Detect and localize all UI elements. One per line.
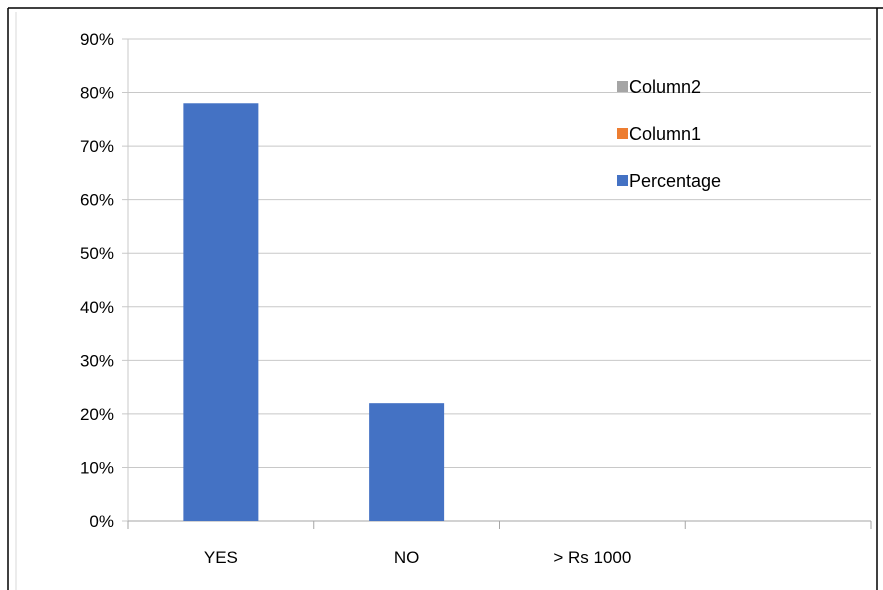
bar [369, 403, 445, 521]
y-tick-label: 0% [89, 512, 114, 531]
legend-swatch [617, 175, 628, 186]
x-tick-label: NO [394, 548, 420, 567]
legend-swatch [617, 81, 628, 92]
legend-label: Column2 [629, 77, 701, 97]
legend-swatch [617, 128, 628, 139]
y-tick-label: 20% [80, 405, 114, 424]
bar [183, 103, 259, 522]
y-tick-label: 90% [80, 30, 114, 49]
y-tick-label: 10% [80, 458, 114, 477]
x-tick-label: > Rs 1000 [553, 548, 631, 567]
x-tick-label: YES [204, 548, 238, 567]
y-tick-label: 40% [80, 298, 114, 317]
y-tick-label: 50% [80, 244, 114, 263]
legend-label: Column1 [629, 124, 701, 144]
y-tick-label: 60% [80, 191, 114, 210]
y-tick-label: 70% [80, 137, 114, 156]
y-tick-label: 80% [80, 84, 114, 103]
legend-label: Percentage [629, 171, 721, 191]
y-tick-label: 30% [80, 351, 114, 370]
